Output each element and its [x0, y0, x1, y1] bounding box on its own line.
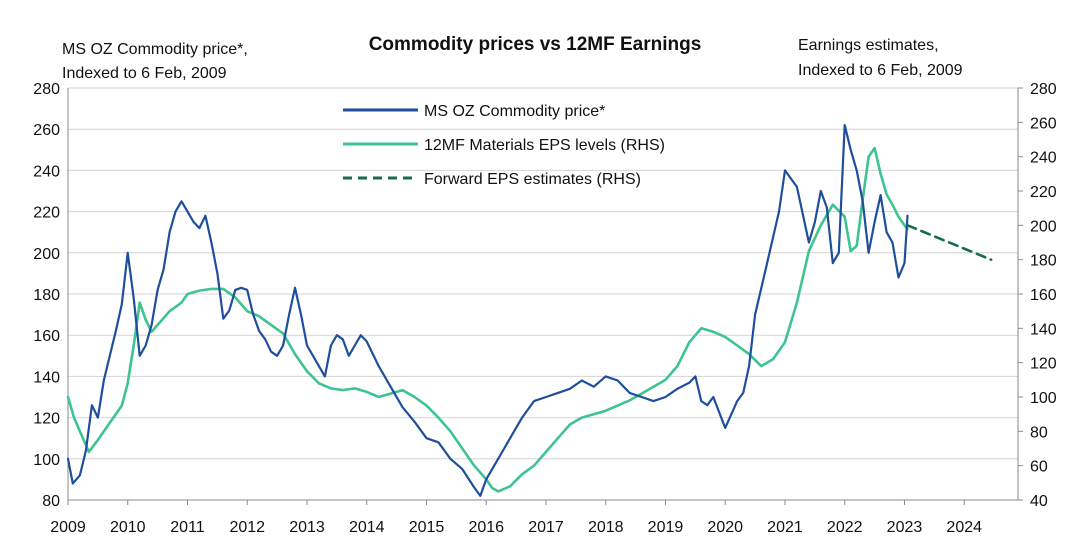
- series-line-commodity: [66, 124, 909, 497]
- left-tick-140: 140: [33, 369, 60, 386]
- x-tick-2022: 2022: [827, 519, 863, 536]
- right-tick-240: 240: [1030, 150, 1057, 167]
- series-line-eps: [66, 146, 909, 493]
- x-tick-2013: 2013: [289, 519, 325, 536]
- chart-title: Commodity prices vs 12MF Earnings: [369, 34, 702, 55]
- left-tick-260: 260: [33, 122, 60, 139]
- x-tick-2009: 2009: [50, 519, 86, 536]
- right-tick-40: 40: [1030, 493, 1048, 510]
- right-tick-280: 280: [1030, 81, 1057, 98]
- right-tick-140: 140: [1030, 321, 1057, 338]
- right-tick-160: 160: [1030, 287, 1057, 304]
- left-tick-100: 100: [33, 452, 60, 469]
- right-tick-200: 200: [1030, 218, 1057, 235]
- x-tick-2019: 2019: [648, 519, 684, 536]
- left-tick-200: 200: [33, 246, 60, 263]
- legend-label-eps: 12MF Materials EPS levels (RHS): [424, 137, 665, 154]
- left-tick-240: 240: [33, 163, 60, 180]
- series-lines: [66, 124, 993, 497]
- x-tick-2015: 2015: [409, 519, 445, 536]
- left-tick-120: 120: [33, 411, 60, 428]
- legend-label-forward: Forward EPS estimates (RHS): [424, 171, 641, 188]
- x-tick-2016: 2016: [468, 519, 504, 536]
- right-tick-60: 60: [1030, 459, 1048, 476]
- right-tick-120: 120: [1030, 356, 1057, 373]
- right-tick-80: 80: [1030, 424, 1048, 441]
- right-tick-220: 220: [1030, 184, 1057, 201]
- series-line-forward: [906, 224, 993, 261]
- right-tick-100: 100: [1030, 390, 1057, 407]
- right-axis-label-line1: Earnings estimates,: [798, 37, 939, 54]
- right-tick-180: 180: [1030, 253, 1057, 270]
- legend: MS OZ Commodity price* 12MF Materials EP…: [343, 103, 665, 188]
- x-tick-2024: 2024: [946, 519, 982, 536]
- x-tick-2021: 2021: [767, 519, 803, 536]
- left-tick-160: 160: [33, 328, 60, 345]
- x-tick-2012: 2012: [229, 519, 265, 536]
- x-tick-2023: 2023: [887, 519, 923, 536]
- x-tick-2010: 2010: [110, 519, 146, 536]
- left-tick-280: 280: [33, 81, 60, 98]
- legend-label-commodity: MS OZ Commodity price*: [424, 103, 605, 120]
- x-tick-2018: 2018: [588, 519, 624, 536]
- right-axis-ticks: 40 60 80 100 120 140 160 180 200 220 240 260 280: [1018, 81, 1057, 510]
- x-tick-2011: 2011: [170, 519, 205, 536]
- right-axis-label-line2: Indexed to 6 Feb, 2009: [798, 62, 963, 79]
- x-tick-2017: 2017: [528, 519, 564, 536]
- left-tick-180: 180: [33, 287, 60, 304]
- left-axis-label-line1: MS OZ Commodity price*,: [62, 41, 248, 58]
- left-axis-label-line2: Indexed to 6 Feb, 2009: [62, 65, 227, 82]
- left-tick-220: 220: [33, 205, 60, 222]
- right-tick-260: 260: [1030, 115, 1057, 132]
- x-tick-2014: 2014: [349, 519, 385, 536]
- left-axis-ticks: 80 100 120 140 160 180 200 220 240 260 280: [33, 81, 60, 510]
- x-axis-ticks: 2009 2010 2011 2012 2013 2014 2015 2016 2017 2018…: [50, 500, 982, 536]
- x-tick-2020: 2020: [707, 519, 743, 536]
- gridlines: [68, 87, 1018, 460]
- left-tick-80: 80: [42, 493, 60, 510]
